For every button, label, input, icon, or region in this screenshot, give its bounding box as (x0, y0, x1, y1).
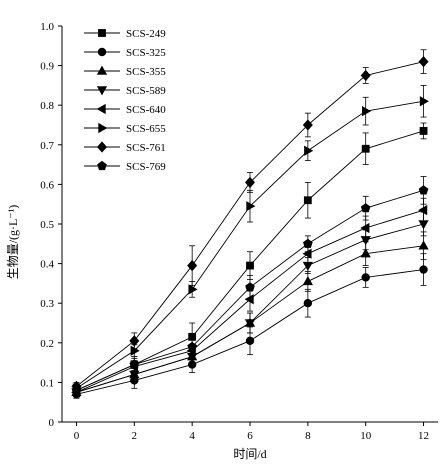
data-point-scs-655 (361, 106, 372, 117)
legend-label: SCS-761 (126, 142, 166, 154)
data-point-scs-249 (419, 127, 428, 135)
legend-marker-square (98, 29, 106, 37)
y-tick-label: 0 (49, 417, 55, 429)
legend-marker-circle (97, 47, 107, 57)
legend-label: SCS-249 (126, 28, 166, 40)
legend-label: SCS-355 (126, 66, 166, 78)
x-tick-label: 12 (418, 430, 429, 442)
legend-item: SCS-640 (84, 103, 166, 116)
data-point-scs-655 (304, 145, 314, 156)
data-point-scs-325 (361, 273, 370, 282)
axes: 0 0.1 0.2 0.3 0.4 0.5 0.6 0.7 0.8 0.9 1.0 0 2 4 6 8 10 12 (40, 21, 438, 442)
x-tick-label: 4 (189, 430, 195, 442)
legend: SCS-249 SCS-325 SCS-355 SCS-589 SCS-640 SCS-6… (84, 28, 166, 173)
data-point-scs-769 (187, 341, 197, 351)
data-point-scs-761 (187, 259, 198, 272)
data-point-scs-769 (418, 185, 429, 195)
x-axis-label: 时间/d (233, 447, 266, 461)
data-point-scs-761 (418, 55, 429, 68)
data-point-scs-761 (302, 119, 313, 131)
legend-item: SCS-355 (84, 65, 166, 78)
data-point-scs-655 (246, 201, 256, 212)
data-point-scs-640 (360, 222, 370, 234)
y-tick-label: 0.3 (40, 298, 54, 310)
legend-marker-triangle-up (96, 65, 108, 75)
y-tick-label: 1.0 (40, 21, 54, 33)
data-point-scs-761 (244, 176, 256, 189)
legend-item: SCS-655 (84, 122, 166, 135)
y-tick-label: 0.7 (40, 140, 54, 152)
series-scs-640 (71, 197, 428, 398)
legend-item: SCS-325 (84, 47, 166, 59)
legend-marker-pentagon (97, 160, 107, 171)
data-point-scs-325 (419, 265, 428, 274)
x-tick-label: 2 (132, 430, 138, 442)
data-point-scs-589 (244, 319, 256, 329)
data-point-scs-249 (303, 196, 312, 205)
legend-marker-diamond (96, 141, 108, 153)
data-point-scs-769 (71, 385, 82, 395)
data-point-scs-655 (188, 284, 198, 295)
data-point-scs-769 (129, 359, 140, 369)
data-point-scs-355 (302, 276, 313, 286)
data-point-scs-640 (418, 205, 428, 216)
legend-marker-triangle-down (96, 86, 108, 96)
legend-label: SCS-325 (126, 47, 166, 59)
y-axis-label: 生物量/(g·L⁻¹) (6, 205, 20, 280)
data-point-scs-761 (129, 335, 140, 347)
data-point-scs-249 (246, 261, 254, 270)
y-tick-label: 0.5 (40, 219, 54, 231)
x-tick-label: 8 (305, 430, 311, 442)
legend-label: SCS-655 (126, 123, 166, 135)
legend-item: SCS-249 (84, 28, 166, 40)
y-tick-label: 0.2 (40, 338, 54, 350)
x-tick-label: 0 (74, 430, 80, 442)
data-point-scs-355 (418, 240, 429, 250)
plot-area (71, 49, 429, 399)
y-tick-label: 0.8 (40, 100, 54, 112)
data-point-scs-761 (360, 69, 371, 82)
data-point-scs-655 (419, 96, 429, 107)
legend-item: SCS-761 (84, 141, 166, 154)
data-point-scs-325 (303, 299, 313, 308)
data-point-scs-325 (245, 336, 255, 346)
y-tick-label: 0.9 (40, 61, 54, 73)
series-scs-769 (71, 176, 429, 395)
y-tick-label: 0.4 (40, 259, 54, 271)
legend-marker-triangle-left (96, 103, 106, 115)
y-tick-label: 0.1 (40, 377, 54, 389)
data-point-scs-769 (303, 238, 313, 248)
legend-label: SCS-640 (126, 104, 166, 116)
data-point-scs-249 (361, 144, 370, 153)
legend-label: SCS-769 (126, 161, 166, 173)
data-point-scs-355 (360, 248, 371, 258)
legend-label: SCS-589 (126, 85, 166, 97)
legend-marker-triangle-right (98, 122, 108, 134)
x-tick-label: 10 (360, 430, 372, 442)
data-point-scs-769 (360, 203, 371, 213)
legend-item: SCS-589 (84, 85, 166, 97)
x-tick-label: 6 (247, 430, 253, 442)
legend-item: SCS-769 (84, 160, 166, 173)
y-tick-label: 0.6 (40, 179, 54, 191)
data-point-scs-769 (245, 282, 255, 292)
